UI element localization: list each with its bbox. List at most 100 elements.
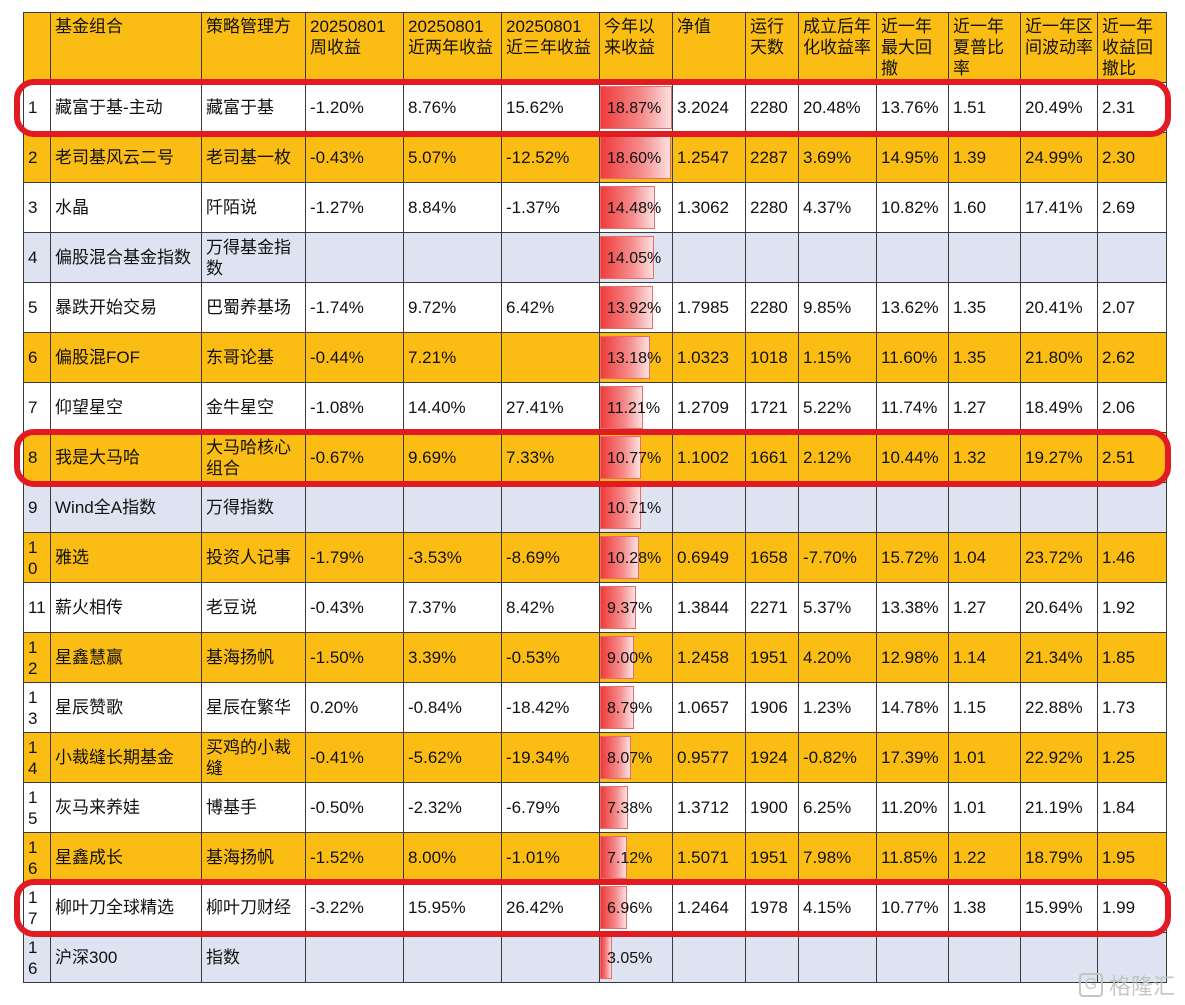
cell-fund-name: 暴跌开始交易 <box>50 282 202 333</box>
cell-nav: 1.1002 <box>672 432 746 483</box>
table-row: 12 星鑫慧赢 基海扬帆 -1.50% 3.39% -0.53% 9.00% 1.2458 19… <box>23 632 1167 683</box>
table-body: 1 藏富于基-主动 藏富于基 -1.20% 8.76% 15.62% 18.87% 3.202… <box>23 82 1167 983</box>
cell-annualized: 5.37% <box>798 582 877 633</box>
cell-ytd-return: 3.05% <box>599 932 673 983</box>
cell-index: 16 <box>23 932 51 983</box>
cell-sharpe: 1.38 <box>948 882 1021 933</box>
cell-max-drawdown: 13.76% <box>876 82 949 133</box>
ytd-data-bar <box>600 286 654 329</box>
cell-return-drawdown: 2.51 <box>1097 432 1167 483</box>
cell-manager: 星辰在繁华 <box>201 682 306 733</box>
cell-nav: 1.2709 <box>672 382 746 433</box>
cell-week-return: -1.79% <box>305 532 404 583</box>
cell-volatility: 24.99% <box>1020 132 1098 183</box>
ytd-data-bar <box>600 436 642 479</box>
ytd-value: 10.71% <box>607 499 662 517</box>
ytd-data-bar <box>600 686 634 729</box>
gelonghui-logo-icon: G <box>1078 973 1103 997</box>
cell-return-drawdown <box>1097 232 1167 283</box>
cell-volatility: 20.64% <box>1020 582 1098 633</box>
cell-volatility: 18.79% <box>1020 832 1098 883</box>
cell-sharpe: 1.35 <box>948 332 1021 383</box>
ytd-value: 9.37% <box>607 599 653 617</box>
cell-annualized: 6.25% <box>798 782 877 833</box>
cell-fund-name: 我是大马哈 <box>50 432 202 483</box>
cell-manager: 基海扬帆 <box>201 632 306 683</box>
cell-week-return: -0.43% <box>305 582 404 633</box>
cell-annualized: 3.69% <box>798 132 877 183</box>
cell-manager: 博基手 <box>201 782 306 833</box>
cell-index: 3 <box>23 182 51 233</box>
cell-ytd-return: 18.60% <box>599 132 673 183</box>
header-cell-index <box>23 12 51 83</box>
cell-manager: 万得基金指数 <box>201 232 306 283</box>
ytd-data-bar <box>600 586 636 629</box>
cell-days: 2287 <box>745 132 799 183</box>
cell-three-year-return: 27.41% <box>501 382 600 433</box>
cell-volatility: 21.80% <box>1020 332 1098 383</box>
cell-annualized <box>798 482 877 533</box>
header-cell-two-year-return: 20250801近两年收益 <box>403 12 502 83</box>
cell-volatility: 21.19% <box>1020 782 1098 833</box>
cell-index: 17 <box>23 882 51 933</box>
cell-two-year-return: -2.32% <box>403 782 502 833</box>
cell-return-drawdown: 2.06 <box>1097 382 1167 433</box>
cell-nav: 0.9577 <box>672 732 746 783</box>
cell-index: 12 <box>23 632 51 683</box>
cell-two-year-return <box>403 482 502 533</box>
cell-week-return: -0.50% <box>305 782 404 833</box>
ytd-data-bar <box>600 786 629 829</box>
ytd-value: 7.38% <box>607 799 653 817</box>
ytd-data-bar <box>600 836 628 879</box>
cell-three-year-return: -1.01% <box>501 832 600 883</box>
cell-manager: 大马哈核心组合 <box>201 432 306 483</box>
ytd-data-bar <box>600 336 651 379</box>
cell-annualized: 1.23% <box>798 682 877 733</box>
cell-manager: 万得指数 <box>201 482 306 533</box>
cell-ytd-return: 8.07% <box>599 732 673 783</box>
cell-manager: 基海扬帆 <box>201 832 306 883</box>
cell-three-year-return: 26.42% <box>501 882 600 933</box>
ytd-value: 10.28% <box>607 549 662 567</box>
cell-nav: 1.5071 <box>672 832 746 883</box>
header-cell-manager: 策略管理方 <box>201 12 306 83</box>
cell-sharpe: 1.01 <box>948 732 1021 783</box>
cell-volatility: 21.34% <box>1020 632 1098 683</box>
ytd-value: 11.21% <box>607 399 661 417</box>
cell-days: 1018 <box>745 332 799 383</box>
cell-volatility <box>1020 232 1098 283</box>
cell-index: 4 <box>23 232 51 283</box>
cell-index: 16 <box>23 832 51 883</box>
cell-index: 2 <box>23 132 51 183</box>
cell-max-drawdown: 13.38% <box>876 582 949 633</box>
cell-sharpe: 1.27 <box>948 382 1021 433</box>
header-cell-return-drawdown: 近一年收益回撤比 <box>1097 12 1167 83</box>
table-row: 11 薪火相传 老豆说 -0.43% 7.37% 8.42% 9.37% 1.3844 2271… <box>23 582 1167 633</box>
cell-nav: 1.3712 <box>672 782 746 833</box>
header-cell-week-return: 20250801周收益 <box>305 12 404 83</box>
cell-annualized: 4.37% <box>798 182 877 233</box>
cell-fund-name: 星辰赞歌 <box>50 682 202 733</box>
cell-two-year-return: -5.62% <box>403 732 502 783</box>
cell-days: 1951 <box>745 832 799 883</box>
cell-three-year-return: 8.42% <box>501 582 600 633</box>
cell-days: 1906 <box>745 682 799 733</box>
table-row: 7 仰望星空 金牛星空 -1.08% 14.40% 27.41% 11.21% 1.2709 1… <box>23 382 1167 433</box>
cell-fund-name: 水晶 <box>50 182 202 233</box>
cell-week-return: -1.20% <box>305 82 404 133</box>
cell-week-return <box>305 482 404 533</box>
cell-ytd-return: 10.28% <box>599 532 673 583</box>
table-row: 14 小裁缝长期基金 买鸡的小裁缝 -0.41% -5.62% -19.34% 8.07% 0… <box>23 732 1167 783</box>
cell-sharpe: 1.04 <box>948 532 1021 583</box>
cell-return-drawdown: 2.62 <box>1097 332 1167 383</box>
cell-max-drawdown: 15.72% <box>876 532 949 583</box>
cell-two-year-return: 8.76% <box>403 82 502 133</box>
cell-three-year-return: -6.79% <box>501 782 600 833</box>
cell-annualized: 4.20% <box>798 632 877 683</box>
ytd-data-bar <box>600 236 654 279</box>
header-cell-ytd-return: 今年以来收益 <box>599 12 673 83</box>
cell-return-drawdown <box>1097 482 1167 533</box>
cell-volatility: 17.41% <box>1020 182 1098 233</box>
cell-ytd-return: 14.05% <box>599 232 673 283</box>
cell-annualized: 7.98% <box>798 832 877 883</box>
